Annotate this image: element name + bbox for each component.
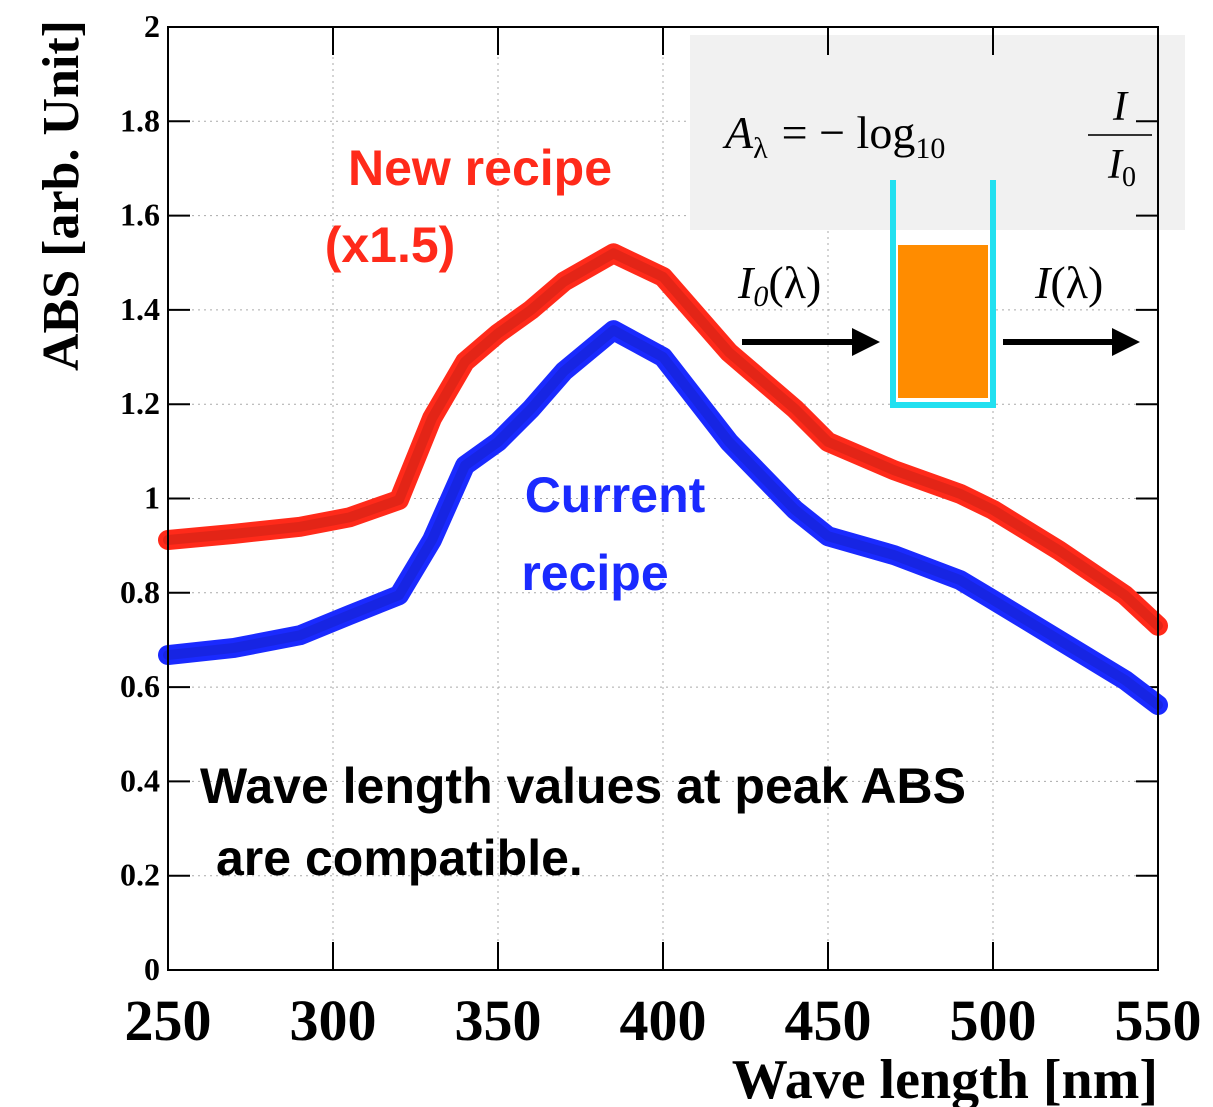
y-tick-label: 2 <box>144 8 160 44</box>
x-tick-label: 550 <box>1115 988 1202 1053</box>
x-tick-label: 450 <box>785 988 872 1053</box>
y-tick-label: 1.6 <box>120 197 160 233</box>
note: are compatible. <box>216 830 583 886</box>
formula-lhs-sub: λ <box>753 132 768 165</box>
y-tick-label: 0.8 <box>120 574 160 610</box>
formula-den-sub: 0 <box>1122 162 1136 193</box>
incident-label: I0(λ) <box>737 257 821 313</box>
x-tick-label: 500 <box>950 988 1037 1053</box>
legend-label: recipe <box>521 545 668 601</box>
arrow-head <box>1112 328 1140 356</box>
y-tick-label: 0.2 <box>120 857 160 893</box>
y-tick-label: 1.2 <box>120 385 160 421</box>
y-tick-label: 1.8 <box>120 102 160 138</box>
formula-num: I <box>1112 84 1129 130</box>
y-tick-label: 0 <box>144 951 160 987</box>
y-tick-label: 0.4 <box>120 762 160 798</box>
y-tick-label: 1.4 <box>120 291 160 327</box>
x-tick-label: 350 <box>455 988 542 1053</box>
series-line-core <box>163 248 1163 631</box>
y-axis-label: ABS [arb. Unit] <box>33 20 90 371</box>
x-tick-label: 250 <box>125 988 212 1053</box>
note: Wave length values at peak ABS <box>200 758 966 814</box>
plot-frame <box>167 26 1159 971</box>
series-line-core <box>163 325 1163 711</box>
cuvette-liquid <box>898 245 988 398</box>
x-axis-label: Wave length [nm] <box>732 1049 1158 1107</box>
formula: Aλ = − log10 <box>722 107 945 165</box>
formula-op-sub: 10 <box>915 132 945 165</box>
arrow-head <box>852 328 880 356</box>
incident-arg: (λ) <box>768 257 821 308</box>
y-tick-label: 0.6 <box>120 668 160 704</box>
formula-box <box>690 35 1185 230</box>
legend-label: (x1.5) <box>325 217 456 273</box>
formula-op: = − log <box>782 107 916 158</box>
incident-sub: 0 <box>753 280 768 313</box>
legend-label: New recipe <box>348 140 612 196</box>
x-tick-label: 400 <box>620 988 707 1053</box>
y-tick-label: 1 <box>144 480 160 516</box>
formula-den-main: I <box>1107 142 1124 188</box>
transmitted-label: I(λ) <box>1034 257 1103 308</box>
transmitted-main: I <box>1034 257 1053 308</box>
incident-main: I <box>737 257 756 308</box>
transmitted-arg: (λ) <box>1050 257 1103 308</box>
formula-lhs: A <box>722 107 754 158</box>
x-tick-label: 300 <box>290 988 377 1053</box>
cuvette <box>890 180 996 408</box>
formula-den: I0 <box>1107 142 1136 193</box>
legend-label: Current <box>525 467 706 523</box>
